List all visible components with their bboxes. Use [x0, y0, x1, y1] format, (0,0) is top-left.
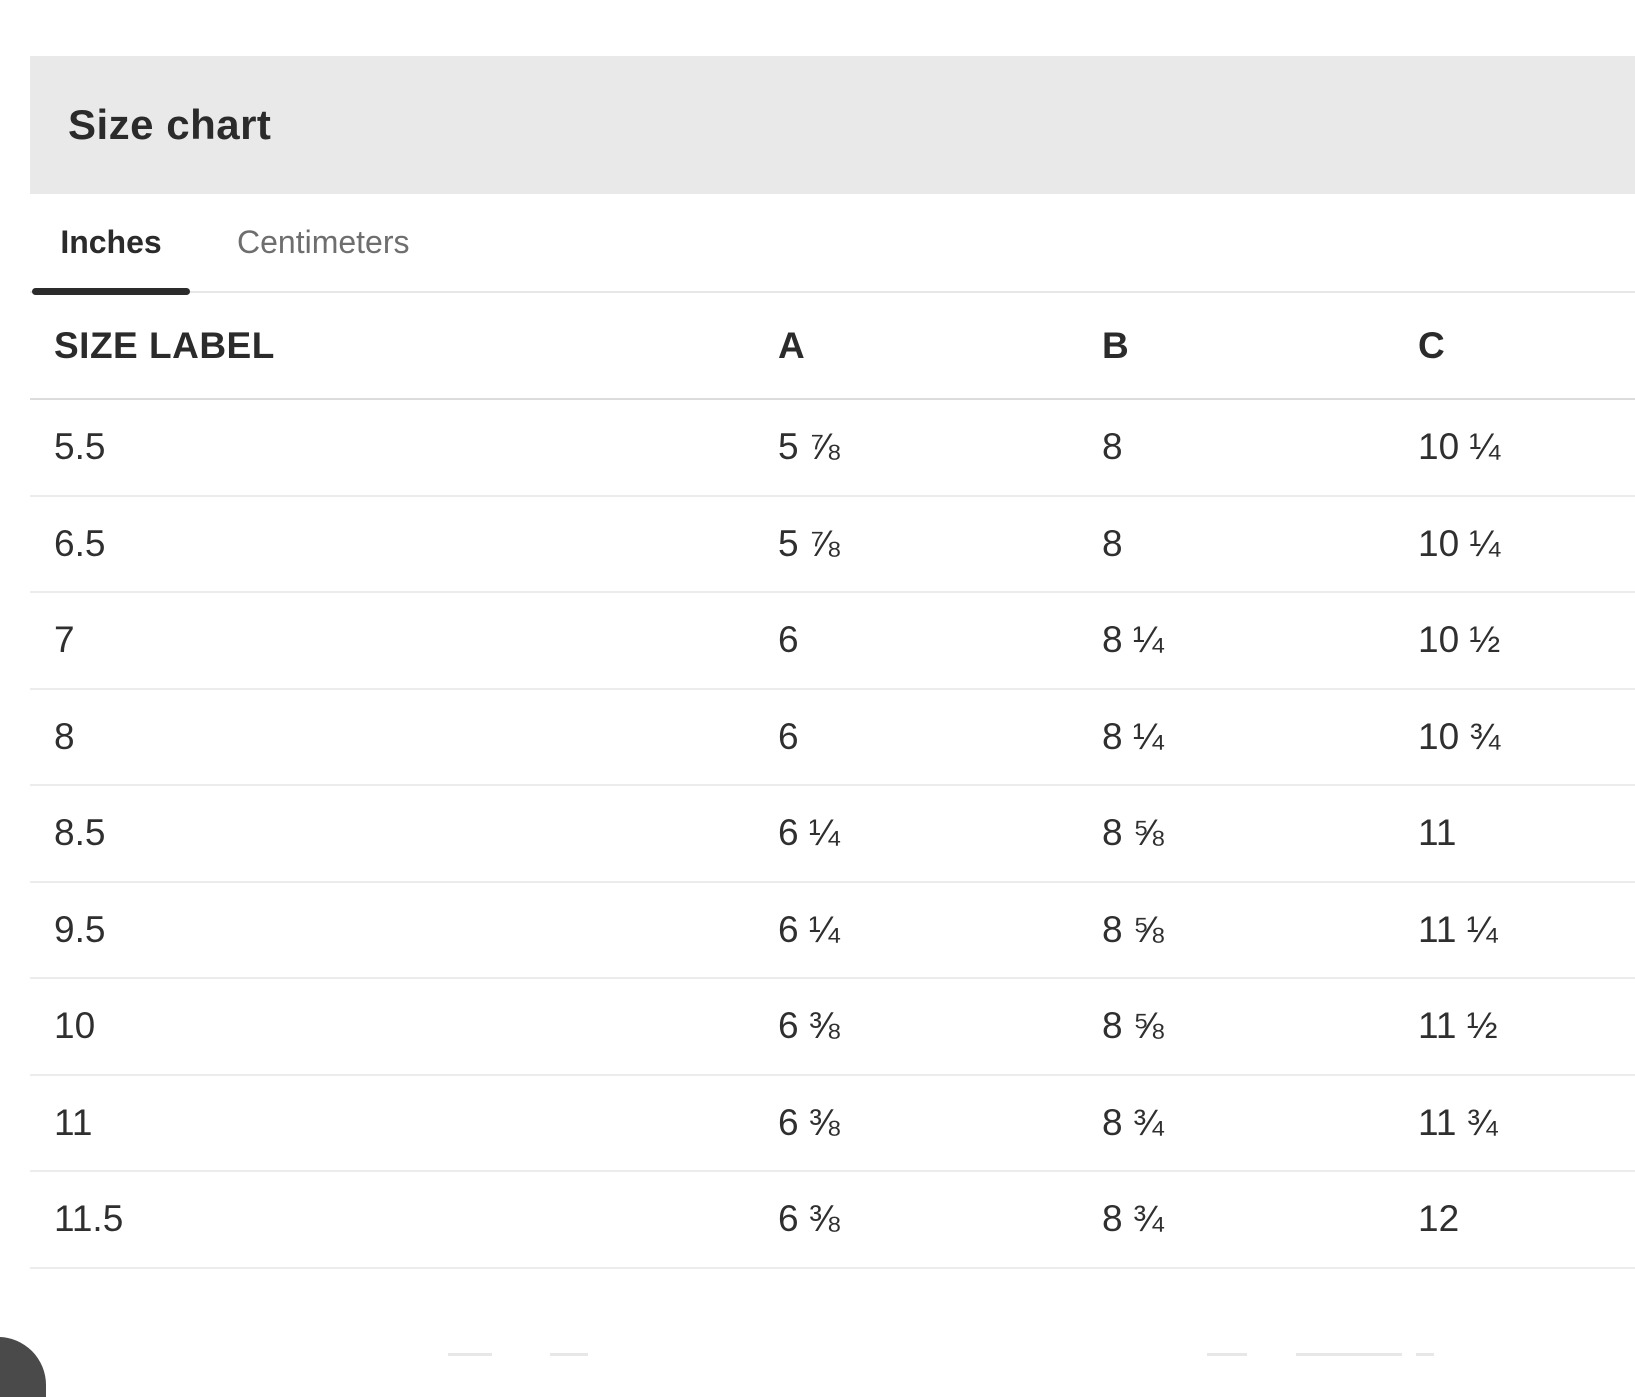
cell-b: 8 ¾ — [1102, 1198, 1164, 1240]
cell-c: 12 — [1418, 1198, 1460, 1240]
cell-a: 6 ⅜ — [778, 1198, 840, 1240]
cell-c: 10 ¾ — [1418, 715, 1501, 757]
column-header-a: A — [778, 324, 806, 366]
cell-size-label: 6.5 — [54, 522, 106, 564]
cell-c: 11 — [1418, 812, 1457, 854]
cell-c: 10 ¼ — [1418, 522, 1501, 564]
table-row: 5.5 5 ⅞ 8 10 ¼ — [30, 400, 1635, 497]
cell-b: 8 ⅝ — [1102, 908, 1164, 950]
cell-size-label: 11 — [54, 1101, 93, 1143]
cell-a: 5 ⅞ — [778, 522, 840, 564]
cutoff-content-sliver — [1416, 1353, 1434, 1356]
cell-b: 8 — [1102, 426, 1123, 468]
table-row: 8.5 6 ¼ 8 ⅝ 11 — [30, 786, 1635, 883]
table-row: 6.5 5 ⅞ 8 10 ¼ — [30, 497, 1635, 593]
cutoff-content-sliver — [1207, 1353, 1247, 1356]
cell-c: 11 ½ — [1418, 1005, 1498, 1047]
cell-size-label: 7 — [54, 619, 75, 661]
table-row: 7 6 8 ¼ 10 ½ — [30, 593, 1635, 690]
cutoff-corner-shape — [0, 1337, 46, 1397]
table-row: 8 6 8 ¼ 10 ¾ — [30, 690, 1635, 786]
cell-size-label: 11.5 — [54, 1198, 124, 1240]
size-table: SIZE LABEL A B C 5.5 5 ⅞ 8 10 ¼ 6.5 5 ⅞ … — [30, 293, 1635, 1269]
cell-b: 8 ⅝ — [1102, 1005, 1164, 1047]
cell-b: 8 ⅝ — [1102, 812, 1164, 854]
size-chart-modal: { "header": { "title": "Size chart" }, "… — [0, 56, 1635, 1397]
table-row: 9.5 6 ¼ 8 ⅝ 11 ¼ — [30, 883, 1635, 979]
active-tab-indicator — [32, 288, 190, 295]
table-body: 5.5 5 ⅞ 8 10 ¼ 6.5 5 ⅞ 8 10 ¼ 7 6 8 ¼ 10… — [30, 400, 1635, 1269]
cell-a: 6 ¼ — [778, 812, 840, 854]
cell-a: 5 ⅞ — [778, 426, 840, 468]
cell-size-label: 9.5 — [54, 908, 106, 950]
cutoff-content-sliver — [448, 1353, 492, 1356]
cell-size-label: 5.5 — [54, 426, 106, 468]
cell-c: 11 ¾ — [1418, 1101, 1498, 1143]
column-header-b: B — [1102, 324, 1130, 366]
cell-b: 8 ¾ — [1102, 1101, 1164, 1143]
cell-size-label: 10 — [54, 1005, 96, 1047]
cutoff-content-sliver — [550, 1353, 588, 1356]
cell-b: 8 ¼ — [1102, 619, 1164, 661]
tab-inches[interactable]: Inches — [60, 224, 162, 260]
cell-a: 6 ¼ — [778, 908, 840, 950]
cutoff-content-sliver — [1296, 1353, 1402, 1356]
column-header-size-label: SIZE LABEL — [54, 324, 275, 366]
cell-c: 11 ¼ — [1418, 908, 1498, 950]
page-title: Size chart — [68, 101, 272, 148]
cell-a: 6 ⅜ — [778, 1101, 840, 1143]
cell-a: 6 — [778, 715, 799, 757]
cell-size-label: 8.5 — [54, 812, 106, 854]
table-row: 11.5 6 ⅜ 8 ¾ 12 — [30, 1172, 1635, 1269]
title-band: Size chart — [30, 56, 1635, 194]
unit-tabs: Inches Centimeters — [30, 194, 1635, 295]
cell-size-label: 8 — [54, 715, 75, 757]
cell-b: 8 — [1102, 522, 1123, 564]
table-row: 10 6 ⅜ 8 ⅝ 11 ½ — [30, 979, 1635, 1076]
column-header-c: C — [1418, 324, 1446, 366]
cell-a: 6 — [778, 619, 799, 661]
table-header-row: SIZE LABEL A B C — [30, 293, 1635, 400]
cell-b: 8 ¼ — [1102, 715, 1164, 757]
tab-centimeters[interactable]: Centimeters — [237, 224, 410, 260]
table-row: 11 6 ⅜ 8 ¾ 11 ¾ — [30, 1076, 1635, 1172]
cell-c: 10 ½ — [1418, 619, 1501, 661]
cell-a: 6 ⅜ — [778, 1005, 840, 1047]
cell-c: 10 ¼ — [1418, 426, 1501, 468]
